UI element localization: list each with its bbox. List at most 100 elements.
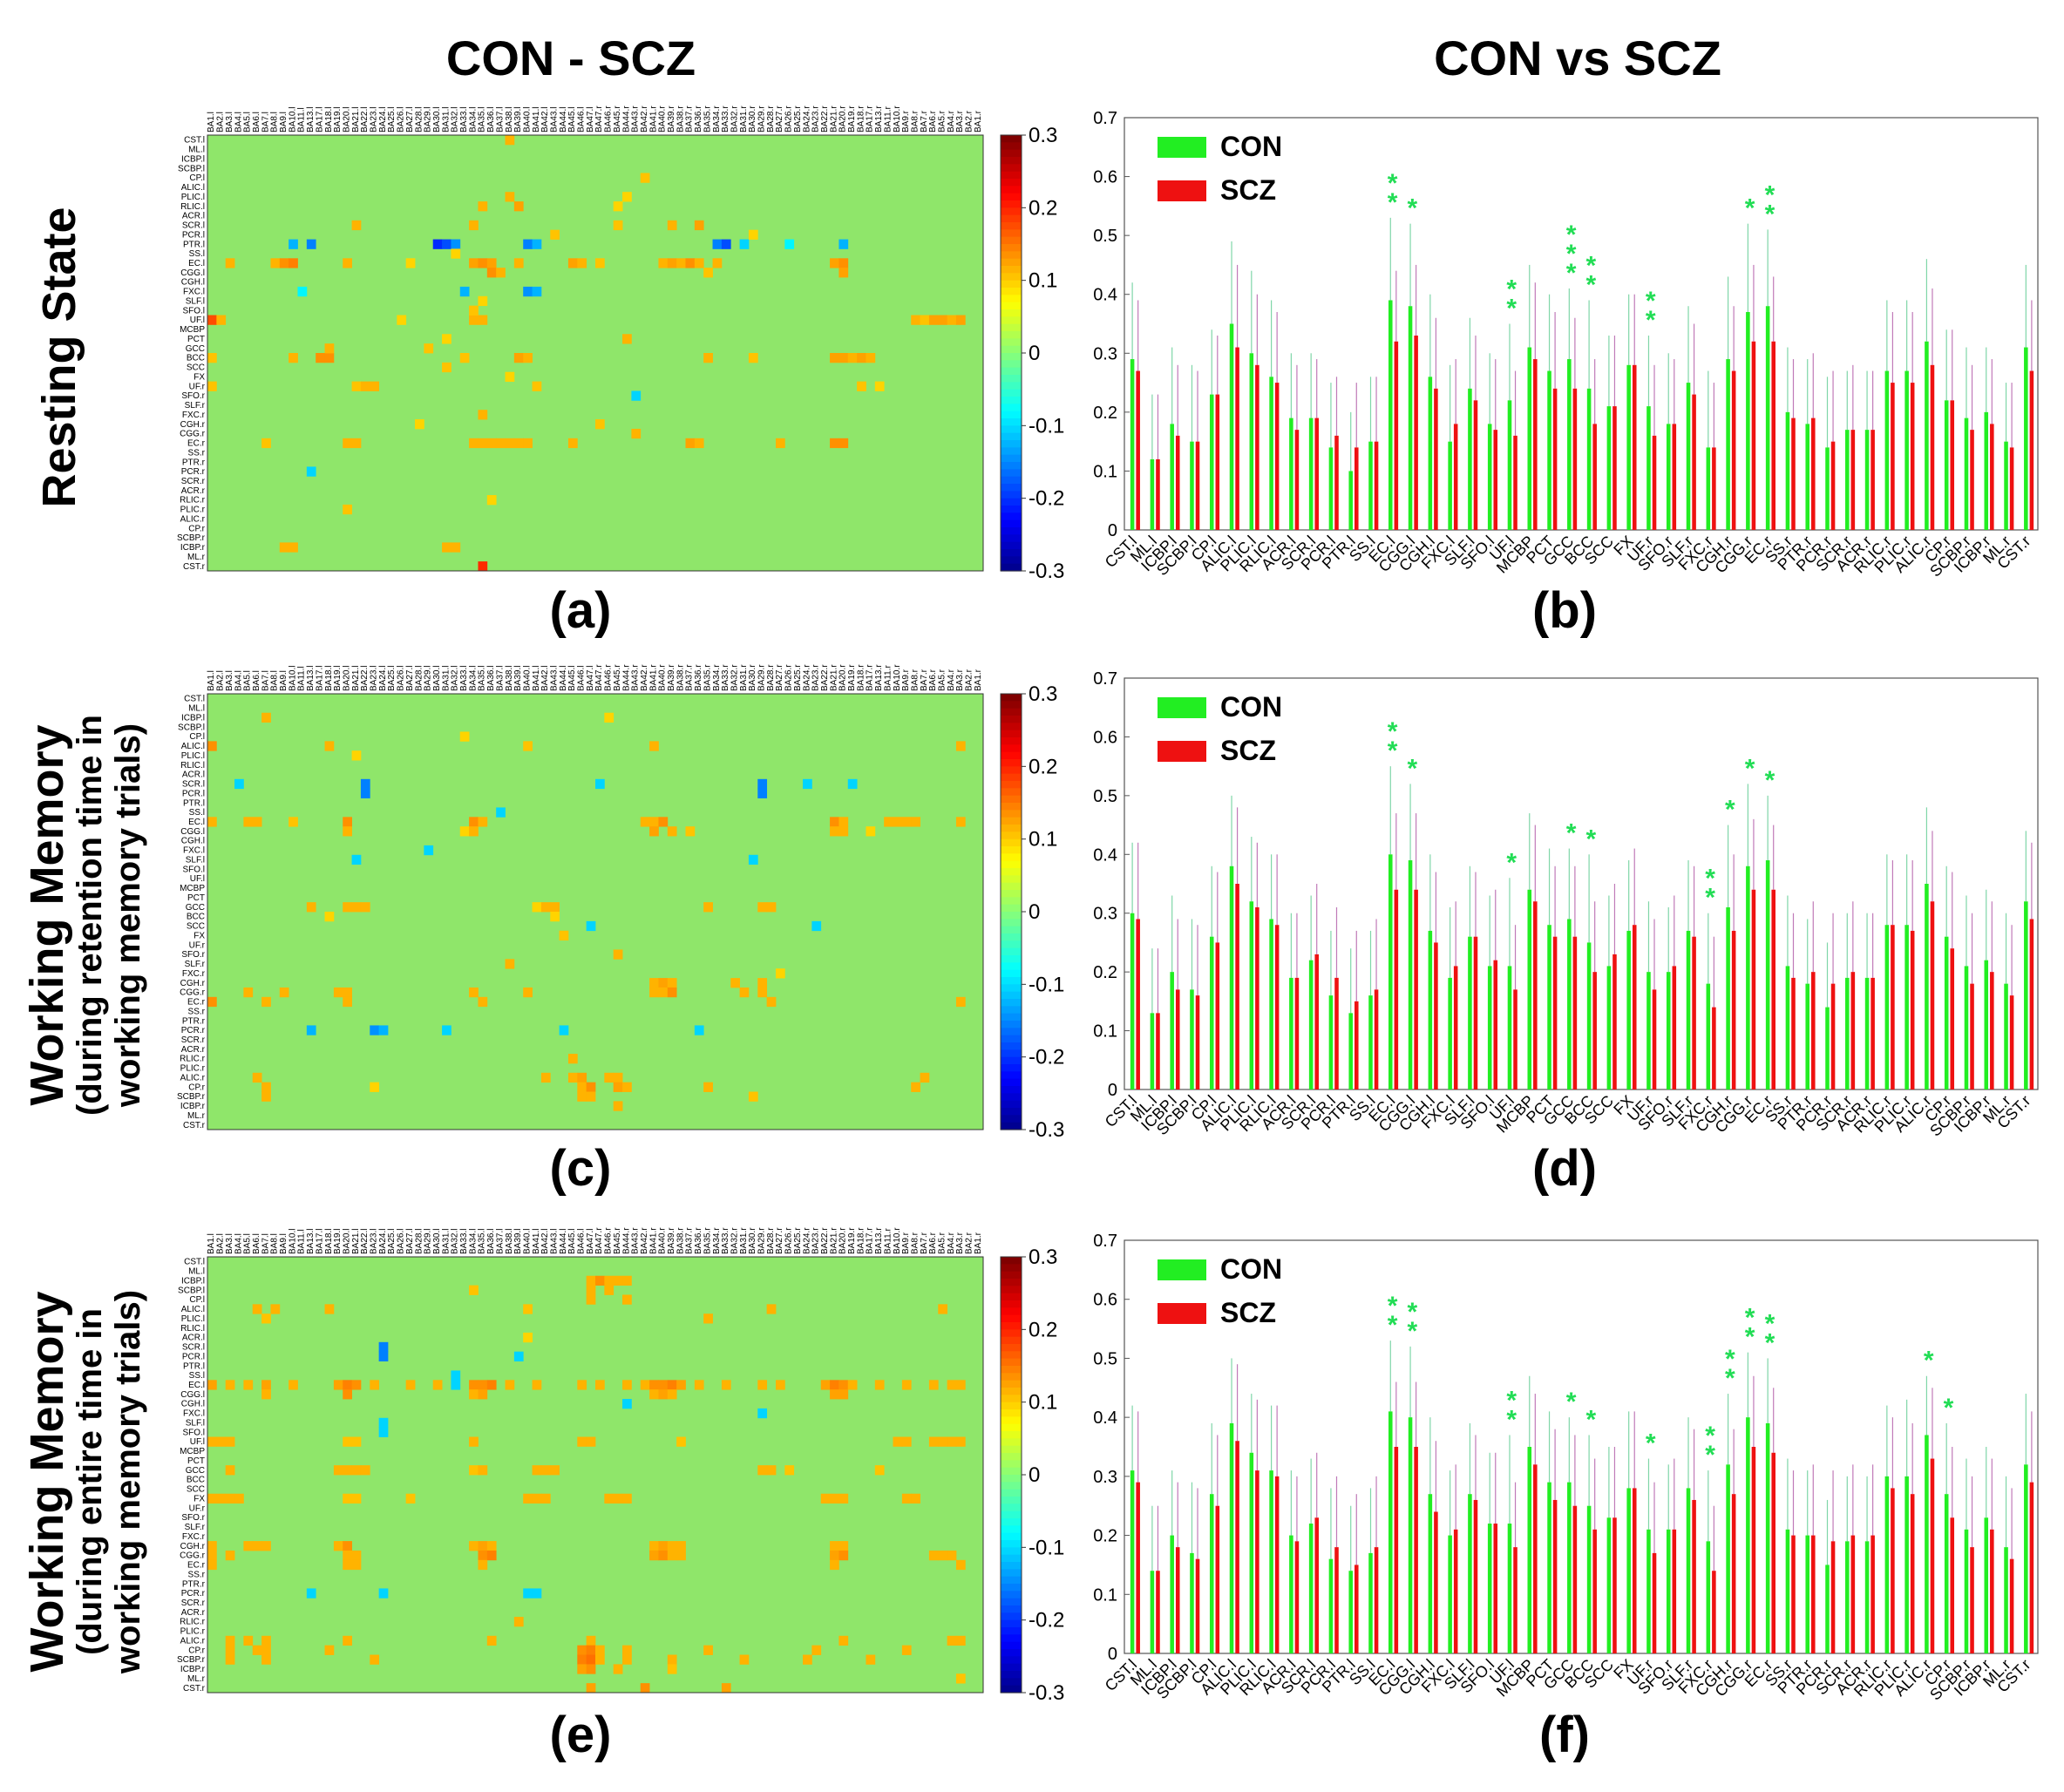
y-tick-label: 0.6 <box>1093 168 1117 187</box>
significance-star: * <box>1646 1429 1656 1458</box>
heatmap-y-label: MCBP <box>180 884 205 893</box>
heatmap-y-label: FXC.l <box>183 288 205 297</box>
heatmap-y-label: CP.r <box>188 1083 205 1092</box>
heatmap-x-label: BA36.r <box>694 1227 703 1254</box>
heatmap-cell <box>261 1091 271 1102</box>
scz-bar <box>1811 972 1816 1089</box>
heatmap-cell <box>532 1465 542 1476</box>
scz-bar <box>1672 424 1677 530</box>
heatmap-cell <box>523 1304 533 1314</box>
colorbar-tick-label: 0.3 <box>1029 1246 1057 1269</box>
heatmap-cell <box>442 239 452 249</box>
heatmap-cell <box>649 978 659 988</box>
heatmap-x-label: BA33.l <box>459 107 469 132</box>
con-bar <box>1884 925 1890 1089</box>
significance-star: * <box>1408 754 1418 783</box>
colorbar-tick-label: 0.1 <box>1029 269 1057 293</box>
heatmap-y-label: ALIC.r <box>180 1636 206 1646</box>
heatmap-cell <box>667 987 677 998</box>
heatmap-y-label: BCC <box>187 1476 205 1485</box>
heatmap-frame <box>207 134 984 572</box>
heatmap-cell <box>432 1380 443 1390</box>
scz-bar <box>1274 1476 1280 1653</box>
colorbar-segment <box>1001 1518 1022 1526</box>
heatmap-y-label: UF.r <box>189 382 206 391</box>
heatmap-cell <box>928 1436 939 1447</box>
heatmap-x-label: BA30.r <box>748 105 757 132</box>
heatmap-cell <box>306 1025 316 1035</box>
y-tick-label: 0.7 <box>1093 1232 1117 1251</box>
heatmap-cell <box>667 826 677 837</box>
heatmap-x-label: BA36.l <box>486 107 496 132</box>
con-bar <box>1845 977 1850 1089</box>
colorbar-segment <box>1001 1641 1022 1650</box>
heatmap-cell <box>595 258 605 268</box>
heatmap-cell <box>631 390 642 401</box>
heatmap-cell <box>415 419 424 430</box>
heatmap-x-label: BA42.r <box>640 664 649 691</box>
heatmap-x-label: BA19.l <box>333 666 343 691</box>
scz-bar <box>1712 447 1716 530</box>
scz-bar <box>1791 977 1796 1089</box>
con-bar <box>1408 1417 1413 1653</box>
y-tick-label: 0.1 <box>1093 1022 1117 1042</box>
scz-bar <box>1990 972 1994 1089</box>
significance-star: * <box>1566 1388 1577 1416</box>
con-bar <box>1864 430 1870 530</box>
colorbar-segment <box>1001 149 1022 158</box>
heatmap-cell <box>567 438 578 449</box>
heatmap-y-label: FX <box>194 931 205 940</box>
heatmap-y-label: PLIC.r <box>180 506 206 515</box>
heatmap-c: CST.lML.lICBP.lSCBP.lCP.lALIC.lPLIC.lRLI… <box>177 664 1064 1142</box>
heatmap-y-label: UF.l <box>190 874 205 884</box>
con-bar <box>1845 430 1850 530</box>
heatmap-cell <box>234 778 244 790</box>
scz-bar <box>1493 960 1498 1089</box>
heatmap-y-label: ALIC.r <box>180 1073 206 1083</box>
heatmap-cell <box>343 504 352 515</box>
heatmap-x-label: BA6.l <box>252 1233 261 1254</box>
colorbar-segment <box>1001 1108 1022 1116</box>
scz-bar <box>1891 1488 1895 1653</box>
colorbar-segment <box>1001 947 1022 956</box>
con-bar <box>1805 424 1809 530</box>
heatmap-cell <box>676 1550 686 1561</box>
heatmap-cell <box>324 1645 335 1655</box>
heatmap-cell <box>289 258 298 268</box>
con-bar <box>2004 983 2008 1089</box>
scz-bar <box>1712 1007 1716 1089</box>
con-bar <box>1308 417 1314 530</box>
heatmap-y-label: ACR.r <box>181 1608 206 1618</box>
colorbar-segment <box>1001 1562 1022 1570</box>
heatmap-cell <box>830 258 839 268</box>
heatmap-cell <box>830 817 839 827</box>
heatmap-x-label: BA10.l <box>288 107 297 132</box>
heatmap-x-label: BA4.r <box>947 669 956 691</box>
heatmap-y-label: ALIC.l <box>181 1305 205 1314</box>
scz-bar <box>1990 1529 1994 1653</box>
heatmap-cell <box>577 1380 587 1390</box>
con-bar <box>1468 936 1472 1089</box>
scz-bar <box>1136 370 1140 530</box>
scz-bar <box>1692 936 1696 1089</box>
heatmap-cell <box>640 817 650 827</box>
heatmap-cell <box>703 1313 713 1324</box>
heatmap-cell <box>866 353 876 363</box>
colorbar-segment <box>1001 288 1022 295</box>
scz-bar <box>1274 925 1280 1089</box>
significance-star: * <box>1765 766 1775 795</box>
heatmap-x-label: BA2.r <box>965 669 974 691</box>
heatmap-cell <box>513 438 524 449</box>
colorbar-segment <box>1001 1576 1022 1585</box>
con-bar <box>1765 306 1770 530</box>
con-bar <box>1845 1541 1850 1653</box>
colorbar-segment <box>1001 1071 1022 1080</box>
con-bar <box>1130 359 1135 530</box>
heatmap-y-label: ICBP.l <box>181 154 205 164</box>
heatmap-x-label: BA23.l <box>370 666 379 691</box>
colorbar-segment <box>1001 135 1022 143</box>
heatmap-cell <box>649 1541 659 1551</box>
colorbar-segment <box>1001 1685 1022 1694</box>
con-bar <box>1368 441 1373 530</box>
con-bar <box>1586 1505 1592 1653</box>
